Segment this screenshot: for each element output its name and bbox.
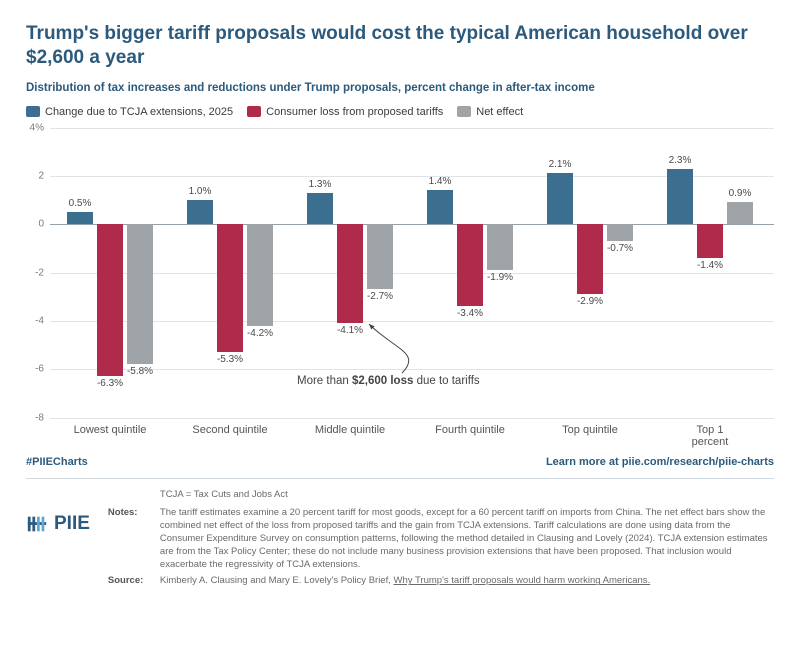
gridline (50, 321, 774, 322)
x-category-label: Middle quintile (315, 424, 385, 436)
notes-text: TCJA = Tax Cuts and Jobs Act Notes: The … (108, 489, 774, 593)
bar-value-label: -1.4% (690, 260, 730, 271)
legend-label: Net effect (476, 106, 523, 118)
chart-subtitle: Distribution of tax increases and reduct… (26, 82, 774, 94)
legend-swatch (26, 106, 40, 117)
y-tick-label: 4% (30, 122, 44, 133)
annotation-loss: More than $2,600 loss due to tariffs (297, 375, 480, 387)
notes-label: Notes: (108, 507, 150, 571)
legend-item-tariff: Consumer loss from proposed tariffs (247, 106, 443, 118)
x-category-label: Top 1 percent (678, 424, 742, 448)
bar-tcja (307, 193, 333, 224)
source-body: Kimberly A. Clausing and Mary E. Lovely'… (160, 575, 650, 588)
bar-net (607, 224, 633, 241)
bar-value-label: -4.2% (240, 328, 280, 339)
y-tick-label: -6 (35, 364, 44, 375)
bar-tariff (697, 224, 723, 258)
bar-tariff (457, 224, 483, 306)
bar-value-label: -5.3% (210, 354, 250, 365)
x-category-label: Second quintile (192, 424, 267, 436)
bar-tcja (67, 212, 93, 224)
piie-logo-text: PIIE (54, 513, 90, 535)
legend-label: Change due to TCJA extensions, 2025 (45, 106, 233, 118)
bar-value-label: -2.9% (570, 296, 610, 307)
annotation-post: due to tariffs (413, 375, 479, 387)
bar-value-label: -2.7% (360, 291, 400, 302)
source-label: Source: (108, 575, 150, 588)
divider (26, 478, 774, 479)
legend-label: Consumer loss from proposed tariffs (266, 106, 443, 118)
legend: Change due to TCJA extensions, 2025 Cons… (26, 106, 774, 118)
legend-item-net: Net effect (457, 106, 523, 118)
notes-body: The tariff estimates examine a 20 percen… (160, 507, 774, 571)
y-tick-label: -4 (35, 315, 44, 326)
hashtag: #PIIECharts (26, 456, 88, 468)
source-link[interactable]: Why Trump's tariff proposals would harm … (394, 575, 651, 586)
annotation-pre: More than (297, 375, 352, 387)
chart-title: Trump's bigger tariff proposals would co… (26, 22, 774, 70)
learn-more-link[interactable]: Learn more at piie.com/research/piie-cha… (546, 456, 774, 468)
bar-net (247, 224, 273, 326)
bar-value-label: 0.9% (720, 188, 760, 199)
bar-net (727, 202, 753, 224)
gridline (50, 224, 774, 225)
gridline (50, 176, 774, 177)
bar-value-label: -5.8% (120, 366, 160, 377)
bar-value-label: 2.1% (540, 159, 580, 170)
bar-net (487, 224, 513, 270)
legend-swatch (247, 106, 261, 117)
footer-bar: #PIIECharts Learn more at piie.com/resea… (26, 454, 774, 474)
bar-tariff (577, 224, 603, 294)
bar-value-label: -4.1% (330, 325, 370, 336)
x-category-label: Lowest quintile (74, 424, 147, 436)
gridline (50, 273, 774, 274)
bar-value-label: -3.4% (450, 308, 490, 319)
y-tick-label: -8 (35, 412, 44, 423)
bar-net (367, 224, 393, 289)
piie-logo-icon (26, 513, 48, 535)
bar-value-label: 1.4% (420, 176, 460, 187)
notes-block: PIIE TCJA = Tax Cuts and Jobs Act Notes:… (26, 489, 774, 593)
bar-tariff (97, 224, 123, 376)
source-pre: Kimberly A. Clausing and Mary E. Lovely'… (160, 575, 394, 586)
y-tick-label: 0 (38, 219, 44, 230)
bar-value-label: -1.9% (480, 272, 520, 283)
y-tick-label: 2 (38, 170, 44, 181)
bar-net (127, 224, 153, 364)
plot: 0.5%-6.3%-5.8%Lowest quintile1.0%-5.3%-4… (50, 128, 774, 418)
bar-value-label: -0.7% (600, 243, 640, 254)
bar-tcja (187, 200, 213, 224)
piie-logo: PIIE (26, 513, 90, 535)
chart-plot-area: 0.5% -6.3%-5.8% Lowest quintile 1.0% -5.3% -4… (26, 128, 774, 448)
bar-tcja (667, 169, 693, 225)
bar-value-label: 1.0% (180, 186, 220, 197)
chart-container: Trump's bigger tariff proposals would co… (0, 0, 800, 658)
bar-value-label: 2.3% (660, 155, 700, 166)
bar-value-label: 0.5% (60, 198, 100, 209)
gridline (50, 128, 774, 129)
legend-item-tcja: Change due to TCJA extensions, 2025 (26, 106, 233, 118)
annotation-bold: $2,600 loss (352, 375, 413, 387)
x-category-label: Top quintile (562, 424, 618, 436)
tcja-definition: TCJA = Tax Cuts and Jobs Act (160, 489, 774, 502)
bar-tcja (427, 190, 453, 224)
y-tick-label: -2 (35, 267, 44, 278)
bar-tariff (337, 224, 363, 323)
x-category-label: Fourth quintile (435, 424, 505, 436)
bar-value-label: -6.3% (90, 378, 130, 389)
legend-swatch (457, 106, 471, 117)
bar-value-label: 1.3% (300, 179, 340, 190)
gridline (50, 418, 774, 419)
bar-tcja (547, 173, 573, 224)
